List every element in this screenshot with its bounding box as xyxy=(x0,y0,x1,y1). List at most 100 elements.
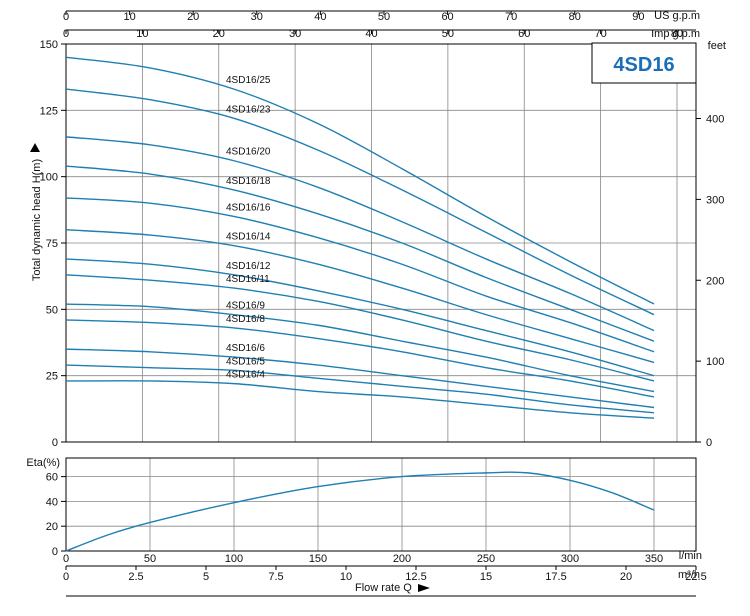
feet-tick-label: 300 xyxy=(706,194,724,206)
curve-label: 4SD16/20 xyxy=(226,147,271,158)
imp-gpm-tick-label: 20 xyxy=(213,28,225,40)
head-curve xyxy=(65,197,655,353)
curve-label: 4SD16/5 xyxy=(226,356,265,367)
head-y-tick-label: 50 xyxy=(46,304,58,316)
head-y-tick-label: 125 xyxy=(40,105,58,117)
us-gpm-tick-label: 0 xyxy=(63,11,69,23)
head-y-tick-label: 150 xyxy=(40,39,58,51)
imp-gpm-tick-label: 50 xyxy=(442,28,454,40)
feet-tick-label: 0 xyxy=(706,437,712,449)
head-curve xyxy=(65,136,655,332)
head-curve xyxy=(65,88,655,316)
eta-axis-title: Eta(%) xyxy=(26,457,60,469)
feet-tick-label: 200 xyxy=(706,275,724,287)
lmin-tick-label: 0 xyxy=(63,553,69,565)
feet-tick-label: 400 xyxy=(706,114,724,126)
head-curve xyxy=(65,364,655,414)
m3h-tick-label: 7.5 xyxy=(268,571,283,583)
eff-y-tick-label: 0 xyxy=(52,546,58,558)
imp-gpm-tick-label: 10 xyxy=(136,28,148,40)
head-curve xyxy=(65,380,655,419)
curve-label: 4SD16/8 xyxy=(226,314,265,325)
m3h-tick-label: 22.5 xyxy=(685,571,706,583)
us-gpm-tick-label: 10 xyxy=(123,11,135,23)
lmin-tick-label: 50 xyxy=(144,553,156,565)
lmin-unit: l/min xyxy=(679,550,702,562)
m3h-tick-label: 10 xyxy=(340,571,352,583)
curve-label: 4SD16/25 xyxy=(226,75,271,86)
curve-label: 4SD16/9 xyxy=(226,301,265,312)
x-axis-title: Flow rate Q xyxy=(355,582,412,594)
curve-labels: 4SD16/25 4SD16/23 4SD16/20 4SD16/18 4SD16/16… xyxy=(226,75,271,381)
m3h-tick-label: 2.5 xyxy=(128,571,143,583)
curve-label: 4SD16/18 xyxy=(226,176,271,187)
us-gpm-tick-label: 60 xyxy=(441,11,453,23)
head-curve xyxy=(65,165,655,342)
lmin-tick-label: 300 xyxy=(561,553,579,565)
lmin-tick-label: 250 xyxy=(477,553,495,565)
head-curve xyxy=(65,303,655,393)
head-y-tick-label: 100 xyxy=(40,172,58,184)
head-curve xyxy=(65,56,655,305)
feet-tick-label: 100 xyxy=(706,356,724,368)
eff-y-tick-label: 20 xyxy=(46,521,58,533)
curve-label: 4SD16/16 xyxy=(226,202,271,213)
us-gpm-tick-label: 70 xyxy=(505,11,517,23)
m3h-tick-label: 15 xyxy=(480,571,492,583)
curve-label: 4SD16/4 xyxy=(226,370,265,381)
head-curve xyxy=(65,319,655,398)
feet-unit: feet xyxy=(708,40,726,52)
m3h-unit: m³/h xyxy=(678,569,700,581)
grid-lines xyxy=(66,44,696,551)
y-axis-title: Total dynamic head H(m) xyxy=(31,159,43,281)
lmin-tick-label: 150 xyxy=(309,553,327,565)
head-curve xyxy=(65,229,655,364)
imp-gpm-tick-label: 40 xyxy=(365,28,377,40)
efficiency-curve xyxy=(65,471,655,552)
m3h-tick-label: 5 xyxy=(203,571,209,583)
m3h-tick-label: 17.5 xyxy=(545,571,566,583)
us-gpm-tick-label: 20 xyxy=(187,11,199,23)
imp-gpm-tick-label: 0 xyxy=(63,28,69,40)
m3h-tick-label: 12.5 xyxy=(405,571,426,583)
y-axis-arrow-icon xyxy=(30,143,40,152)
us-gpm-tick-label: 30 xyxy=(251,11,263,23)
head-curve xyxy=(65,348,655,409)
imp-gpm-tick-label: 80 xyxy=(671,28,683,40)
imp-gpm-tick-label: 60 xyxy=(518,28,530,40)
eff-y-tick-label: 60 xyxy=(46,472,58,484)
imp-gpm-unit: Imp g.p.m xyxy=(651,28,700,40)
lmin-tick-label: 200 xyxy=(393,553,411,565)
curve-label: 4SD16/6 xyxy=(226,343,265,354)
series-curves xyxy=(65,56,655,552)
curve-label: 4SD16/11 xyxy=(226,274,270,285)
lmin-tick-label: 350 xyxy=(645,553,663,565)
curve-label: 4SD16/23 xyxy=(226,104,271,115)
eff-y-tick-label: 40 xyxy=(46,496,58,508)
plot-frames xyxy=(65,43,697,552)
us-gpm-tick-label: 90 xyxy=(632,11,644,23)
head-y-tick-label: 25 xyxy=(46,371,58,383)
us-gpm-tick-label: 40 xyxy=(314,11,326,23)
lmin-tick-label: 100 xyxy=(225,553,243,565)
m3h-tick-label: 0 xyxy=(63,571,69,583)
head-curve xyxy=(65,258,655,377)
eff-plot-frame xyxy=(65,457,697,552)
curve-label: 4SD16/14 xyxy=(226,232,271,243)
head-y-tick-label: 75 xyxy=(46,238,58,250)
head-curve xyxy=(65,274,655,382)
imp-gpm-tick-label: 30 xyxy=(289,28,301,40)
model-badge-text: 4SD16 xyxy=(613,54,674,76)
head-y-tick-label: 0 xyxy=(52,437,58,449)
us-gpm-tick-label: 80 xyxy=(569,11,581,23)
imp-gpm-tick-label: 70 xyxy=(594,28,606,40)
model-badge xyxy=(591,42,697,84)
us-gpm-tick-label: 50 xyxy=(378,11,390,23)
m3h-tick-label: 20 xyxy=(620,571,632,583)
curve-label: 4SD16/12 xyxy=(226,261,271,272)
us-gpm-unit: US g.p.m xyxy=(654,10,700,22)
x-axis-arrow-icon xyxy=(418,584,430,592)
